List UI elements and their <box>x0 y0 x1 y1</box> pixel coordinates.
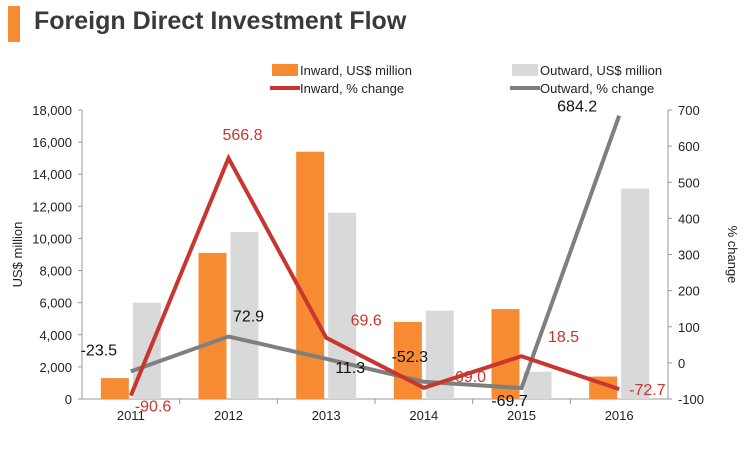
inward-change-label: -72.7 <box>629 382 666 399</box>
x-tick-label: 2012 <box>214 408 243 423</box>
y-right-tick-label: 500 <box>678 175 700 190</box>
outward-change-label: -23.5 <box>81 342 118 359</box>
inward-change-label: -69.0 <box>450 369 487 386</box>
y-left-tick-label: 8,000 <box>39 264 72 279</box>
legend-outward-bar-label: Outward, US$ million <box>540 63 662 78</box>
title-accent-bar <box>8 6 20 42</box>
x-tick-label: 2013 <box>312 408 341 423</box>
legend-outward-bar-swatch <box>512 64 538 76</box>
legend-inward-bar-label: Inward, US$ million <box>300 63 412 78</box>
outward-change-label: 684.2 <box>557 99 597 116</box>
y-right-tick-label: 200 <box>678 284 700 299</box>
outward-change-label: 11.3 <box>335 360 365 377</box>
y-left-tick-label: 16,000 <box>32 135 72 150</box>
x-tick-label: 2015 <box>507 408 536 423</box>
y-left-tick-label: 2,000 <box>39 360 72 375</box>
y-left-tick-label: 0 <box>65 392 72 407</box>
y-left-tick-label: 14,000 <box>32 167 72 182</box>
chart-title: Foreign Direct Investment Flow <box>34 7 407 35</box>
outward-bar <box>328 212 357 399</box>
y-right-tick-label: 400 <box>678 211 700 226</box>
outward-bar <box>621 188 650 399</box>
y-left-tick-label: 18,000 <box>32 103 72 118</box>
outward-change-line <box>130 115 622 391</box>
outward-change-label: -52.3 <box>392 349 429 366</box>
y-left-tick-label: 4,000 <box>39 328 72 343</box>
inward-change-label: 69.6 <box>351 313 382 330</box>
inward-change-label: 566.8 <box>222 127 262 144</box>
inward-bar <box>296 151 325 399</box>
y-right-tick-label: 300 <box>678 248 700 263</box>
outward-change-label: 72.9 <box>233 309 264 326</box>
y-right-axis-title: % change <box>725 226 740 284</box>
y-left-axis-title: US$ million <box>10 222 25 288</box>
y-right-tick-label: -100 <box>678 392 704 407</box>
legend-outward-line-label: Outward, % change <box>540 81 654 96</box>
outward-bar <box>523 371 552 399</box>
y-left-tick-label: 12,000 <box>32 199 72 214</box>
y-right-tick-label: 600 <box>678 139 700 154</box>
x-tick-label: 2014 <box>409 408 438 423</box>
legend-inward-line-label: Inward, % change <box>300 81 404 96</box>
inward-bar <box>100 378 129 399</box>
y-right-tick-label: 700 <box>678 103 700 118</box>
inward-bar <box>491 309 520 399</box>
y-left-tick-label: 6,000 <box>39 296 72 311</box>
inward-change-line <box>128 153 620 397</box>
outward-bar <box>230 232 259 399</box>
y-right-tick-label: 0 <box>678 356 685 371</box>
inward-change-label: -90.6 <box>135 399 172 416</box>
y-right-tick-label: 100 <box>678 320 700 335</box>
inward-change-label: 18.5 <box>548 329 579 346</box>
x-tick-label: 2011 <box>117 408 145 423</box>
x-tick-label: 2016 <box>605 408 634 423</box>
legend-inward-bar-swatch <box>272 64 298 76</box>
inward-bar <box>198 252 227 399</box>
y-left-tick-label: 10,000 <box>32 231 72 246</box>
outward-change-label: -69.7 <box>491 393 528 410</box>
